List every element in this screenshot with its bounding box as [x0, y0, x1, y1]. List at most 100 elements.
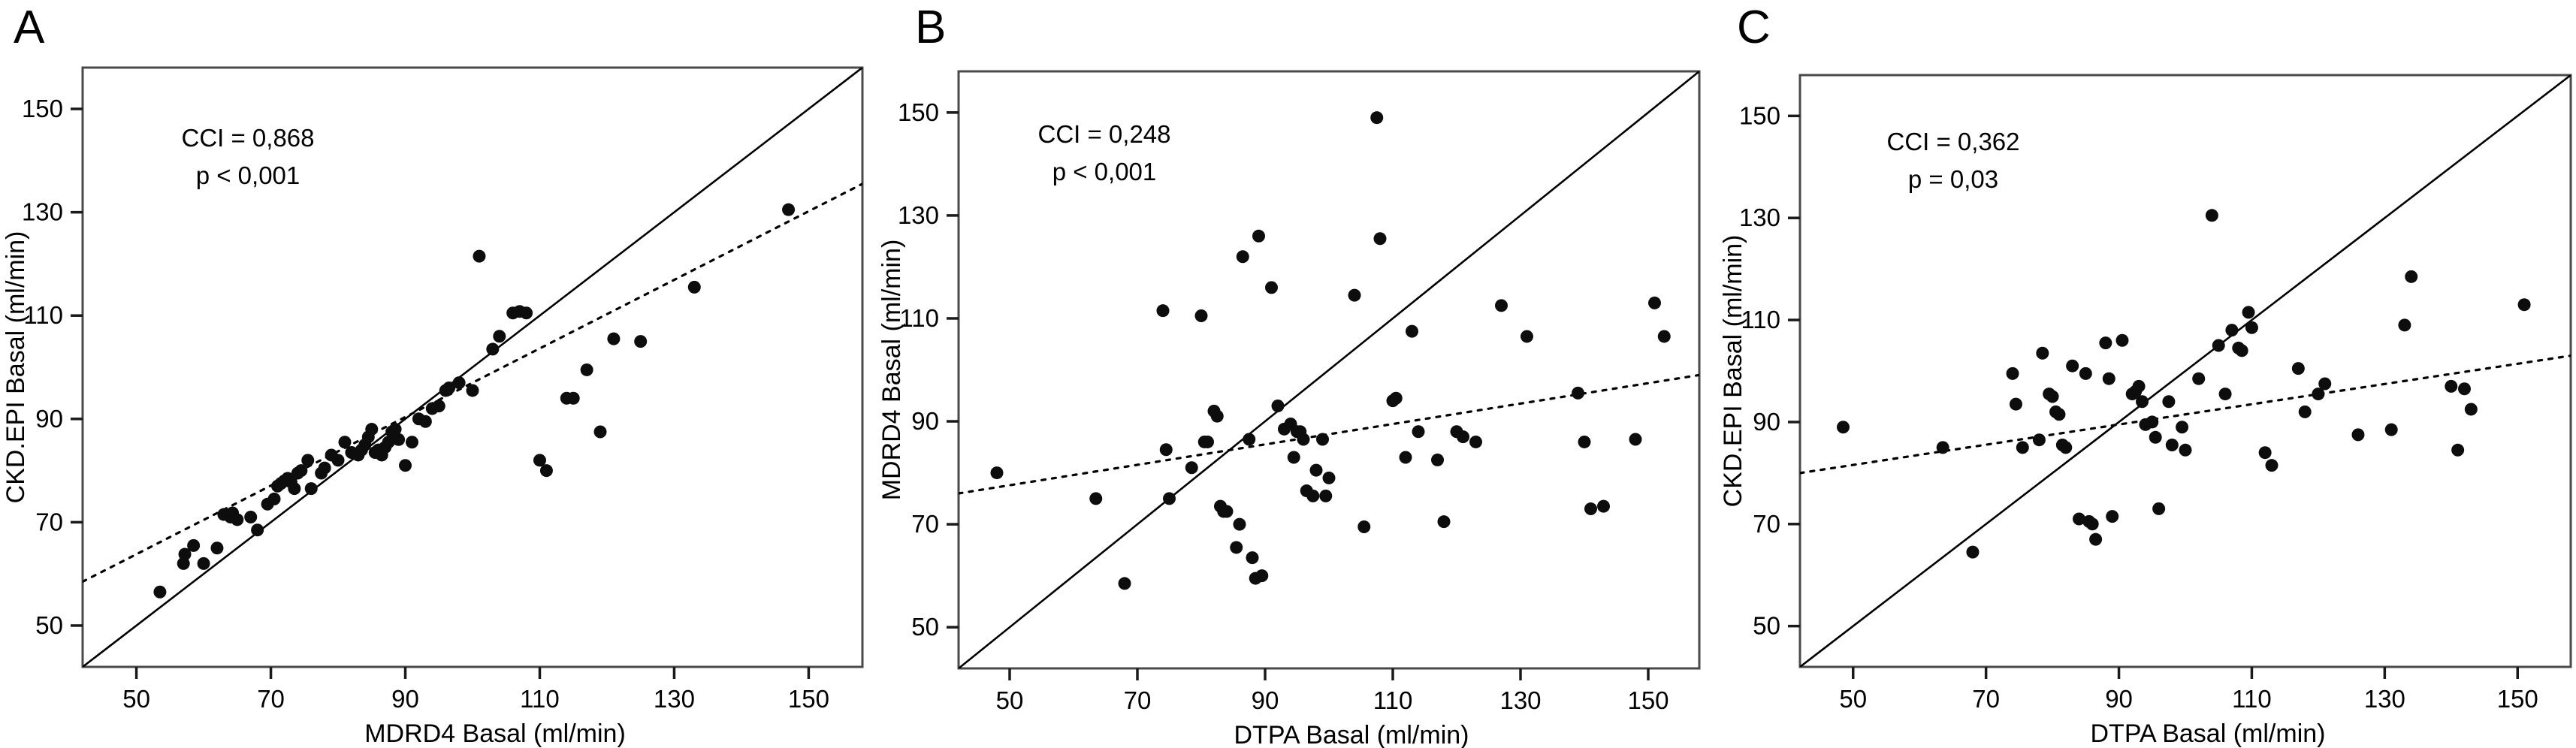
- data-point: [2032, 433, 2046, 447]
- data-point: [2179, 443, 2192, 457]
- data-point: [2006, 366, 2019, 380]
- data-point: [1309, 463, 1323, 477]
- data-point: [418, 415, 432, 428]
- scatter-plot-b: 50 70 90 110 130 150 50 70 90 110 130 150 DTPA Basal…: [877, 70, 1701, 748]
- data-point: [493, 330, 506, 343]
- data-point: [2457, 382, 2471, 396]
- data-point: [2258, 446, 2272, 460]
- data-point: [2089, 532, 2103, 546]
- data-point: [1265, 281, 1278, 294]
- data-point: [2165, 439, 2179, 451]
- data-point: [2066, 359, 2079, 372]
- data-point: [338, 436, 352, 449]
- data-point: [2106, 510, 2119, 523]
- y-tick-label: 70: [35, 508, 63, 535]
- data-point: [1233, 517, 1246, 531]
- data-point: [1230, 541, 1243, 554]
- data-point: [607, 332, 621, 345]
- data-point: [318, 461, 331, 475]
- y-tick-label: 150: [1739, 101, 1780, 129]
- data-point: [1210, 409, 1224, 423]
- data-point: [1185, 461, 1198, 475]
- y-tick-label: 50: [35, 611, 63, 639]
- regression-line: [83, 182, 862, 584]
- data-point: [2132, 379, 2146, 393]
- y-tick-label: 150: [22, 95, 63, 122]
- data-point: [520, 306, 533, 320]
- data-point: [1246, 551, 1259, 565]
- x-tick-label: 130: [654, 685, 695, 713]
- data-point: [1255, 569, 1269, 583]
- data-point: [2235, 344, 2248, 357]
- data-point: [301, 454, 315, 467]
- data-point: [1194, 309, 1208, 323]
- cci-annotation: CCI = 0,868: [181, 124, 314, 152]
- data-point: [2398, 318, 2411, 332]
- y-axis-title: MDRD4 Basal (ml/min): [877, 240, 906, 501]
- y-tick-label: 130: [1739, 204, 1780, 231]
- y-tick-label: 50: [1753, 612, 1780, 640]
- data-point: [1236, 250, 1249, 264]
- y-axis-title: CKD.EPI Basal (ml/min): [2, 231, 30, 504]
- data-point: [1936, 441, 1949, 454]
- data-point: [539, 464, 553, 478]
- x-tick-label: 70: [1124, 686, 1152, 714]
- regression-line: [1800, 354, 2571, 475]
- data-point: [1370, 111, 1384, 125]
- data-point: [288, 482, 301, 496]
- data-point: [593, 425, 607, 439]
- x-tick-label: 90: [1252, 686, 1279, 714]
- data-point: [1373, 232, 1387, 246]
- data-point: [2405, 270, 2418, 283]
- data-point: [1399, 451, 1412, 464]
- data-point: [178, 547, 192, 561]
- data-point: [2009, 397, 2022, 411]
- data-point: [2298, 405, 2312, 418]
- data-point: [2016, 441, 2029, 454]
- data-point: [2464, 403, 2478, 416]
- data-point: [244, 511, 258, 523]
- data-point: [365, 423, 379, 436]
- data-point: [1271, 399, 1285, 412]
- y-tick-label: 130: [898, 201, 939, 229]
- data-point: [388, 423, 402, 436]
- x-tick-label: 130: [1499, 686, 1541, 714]
- data-point: [1201, 435, 1214, 448]
- data-point: [1597, 499, 1610, 513]
- data-point: [1406, 324, 1418, 338]
- data-point: [2072, 512, 2085, 526]
- data-point: [153, 585, 167, 599]
- x-tick-label: 70: [1972, 685, 2000, 713]
- data-point: [2079, 366, 2092, 380]
- data-point: [1495, 299, 1508, 312]
- scatter-plot-c: 50 70 90 110 130 150 50 70 90 110 130 150 DTPA Basal…: [1719, 74, 2572, 748]
- data-point: [1287, 451, 1300, 464]
- data-point: [2085, 517, 2099, 531]
- data-point: [566, 391, 580, 405]
- data-point: [2149, 430, 2162, 444]
- plot-frame: [81, 66, 864, 668]
- data-point: [1389, 391, 1403, 405]
- data-point: [1118, 577, 1131, 590]
- data-point: [2115, 333, 2129, 347]
- y-tick-label: 90: [35, 405, 63, 433]
- data-point: [1584, 502, 1597, 516]
- x-tick-label: 50: [122, 685, 150, 713]
- identity-line: [1800, 75, 2571, 667]
- pvalue-annotation: p < 0,001: [1052, 158, 1157, 185]
- data-point: [2318, 377, 2332, 391]
- data-point: [2212, 339, 2225, 352]
- pvalue-annotation: p = 0,03: [1908, 165, 1998, 193]
- plot-frame: [1798, 74, 2572, 668]
- data-point: [533, 454, 546, 467]
- scatter-plot-a: 50 70 90 110 130 150 50 70 90 110 130 150 MDRD4 Basa…: [2, 66, 864, 748]
- identity-line: [959, 71, 1699, 668]
- data-point: [304, 482, 318, 496]
- data-point: [466, 384, 479, 397]
- data-point: [2291, 362, 2305, 376]
- data-point: [392, 433, 406, 446]
- pvalue-annotation: p < 0,001: [196, 161, 300, 189]
- x-tick-label: 150: [788, 685, 829, 713]
- data-point: [1159, 443, 1173, 457]
